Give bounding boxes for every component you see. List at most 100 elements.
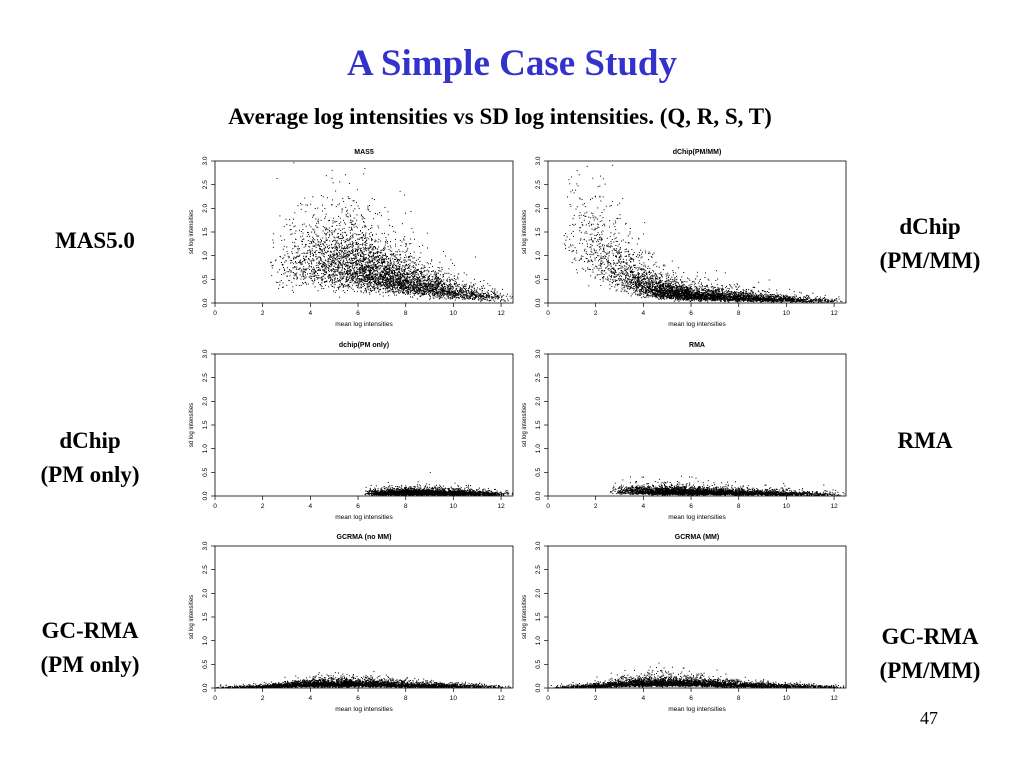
data-point	[305, 259, 307, 261]
data-point	[314, 245, 316, 247]
data-point	[673, 297, 675, 299]
data-point	[332, 261, 334, 263]
data-point	[365, 281, 366, 283]
data-point	[383, 267, 385, 269]
data-point	[480, 294, 482, 296]
data-point	[348, 272, 350, 274]
data-point	[350, 253, 352, 254]
data-point	[342, 267, 344, 269]
data-point	[443, 283, 445, 285]
data-point	[483, 293, 484, 294]
data-point	[449, 285, 451, 287]
data-point	[396, 287, 398, 289]
data-point	[776, 296, 778, 298]
data-point	[420, 289, 422, 291]
data-point	[365, 274, 367, 276]
data-point	[351, 244, 353, 246]
data-point	[358, 278, 359, 280]
data-point	[369, 236, 371, 238]
data-point	[755, 293, 757, 295]
data-point	[375, 265, 377, 267]
data-point	[317, 264, 319, 266]
data-point	[495, 298, 497, 300]
data-point	[356, 275, 358, 277]
data-point	[275, 281, 277, 283]
data-point	[361, 269, 363, 271]
data-point	[399, 276, 401, 277]
data-point	[746, 289, 747, 290]
data-point	[390, 290, 392, 292]
data-point	[453, 296, 455, 298]
data-point	[376, 251, 378, 253]
data-point	[348, 197, 350, 199]
data-point	[360, 250, 362, 252]
data-point	[609, 235, 611, 237]
data-point	[377, 259, 379, 260]
data-point	[321, 273, 323, 274]
data-point	[361, 238, 363, 239]
data-point	[292, 267, 294, 269]
data-point	[373, 262, 375, 264]
data-point	[311, 279, 313, 281]
data-point	[382, 254, 384, 256]
data-point	[304, 197, 306, 199]
data-point	[294, 261, 296, 262]
data-point	[496, 295, 498, 297]
data-point	[355, 258, 357, 260]
data-point	[415, 274, 417, 275]
data-point	[501, 296, 502, 298]
data-point	[483, 296, 484, 298]
data-point	[343, 255, 345, 257]
data-point	[446, 280, 448, 282]
data-point	[354, 257, 356, 259]
data-point	[386, 288, 388, 289]
data-point	[352, 220, 354, 222]
data-point	[336, 246, 338, 248]
data-point	[372, 268, 374, 270]
data-point	[303, 275, 305, 277]
data-point	[377, 286, 379, 287]
data-point	[291, 253, 293, 254]
data-point	[360, 256, 362, 257]
data-point	[348, 226, 350, 228]
data-point	[355, 225, 357, 227]
data-point	[332, 222, 334, 224]
data-point	[486, 299, 488, 301]
data-point	[313, 240, 314, 242]
data-point	[452, 292, 454, 294]
data-point	[445, 255, 446, 257]
data-point	[376, 259, 378, 261]
data-point	[414, 290, 415, 291]
data-point	[355, 267, 357, 269]
data-point	[295, 252, 297, 254]
data-point	[331, 270, 333, 272]
data-point	[408, 257, 410, 259]
data-point	[354, 254, 356, 255]
data-point	[384, 232, 385, 234]
data-point	[349, 251, 351, 253]
data-point	[698, 288, 700, 290]
data-point	[318, 244, 320, 246]
data-point	[426, 283, 428, 285]
data-point	[413, 289, 415, 291]
data-point	[288, 271, 290, 273]
data-point	[474, 292, 476, 294]
data-point	[432, 288, 434, 290]
data-point	[300, 284, 302, 286]
data-point	[305, 245, 307, 247]
data-point	[334, 220, 336, 222]
data-point	[331, 231, 333, 233]
data-point	[375, 281, 377, 283]
data-point	[383, 282, 385, 283]
data-point	[396, 266, 398, 268]
data-point	[314, 230, 316, 232]
data-point	[450, 298, 452, 300]
data-point	[385, 255, 387, 257]
data-point	[314, 279, 316, 281]
data-point	[435, 289, 437, 291]
data-point	[440, 288, 442, 290]
data-point	[648, 296, 650, 298]
data-point	[315, 254, 317, 256]
data-point	[416, 285, 418, 287]
data-point	[446, 292, 448, 294]
